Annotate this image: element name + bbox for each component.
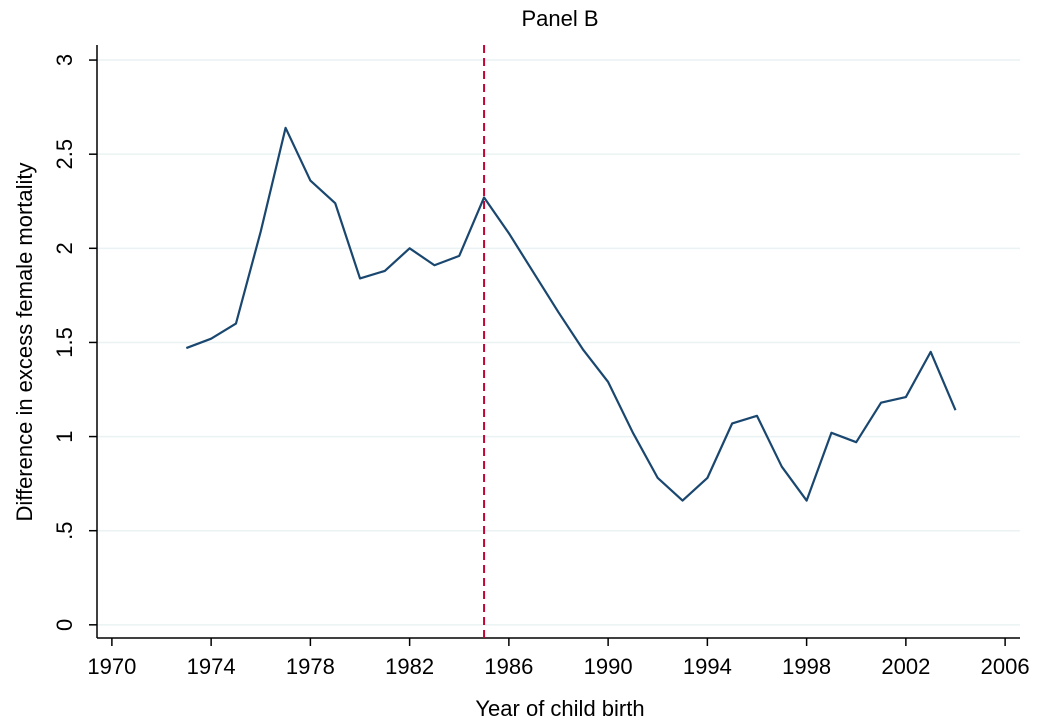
y-tick-label: 3 xyxy=(52,54,77,66)
x-tick-label: 2002 xyxy=(881,654,930,679)
x-tick-label: 1994 xyxy=(683,654,732,679)
y-tick-label: 1.5 xyxy=(52,327,77,358)
y-tick-label: 0 xyxy=(52,619,77,631)
chart-title: Panel B xyxy=(521,6,598,31)
x-tick-label: 1978 xyxy=(286,654,335,679)
x-tick-label: 1974 xyxy=(187,654,236,679)
x-axis-title: Year of child birth xyxy=(475,696,644,721)
x-tick-label: 1982 xyxy=(385,654,434,679)
y-tick-label: 2.5 xyxy=(52,139,77,170)
y-tick-label: .5 xyxy=(52,522,77,540)
x-tick-label: 1998 xyxy=(782,654,831,679)
x-tick-label: 2006 xyxy=(981,654,1030,679)
y-axis-title: Difference in excess female mortality xyxy=(12,162,37,521)
x-tick-label: 1986 xyxy=(484,654,533,679)
x-tick-label: 1970 xyxy=(87,654,136,679)
data-line xyxy=(185,126,957,502)
y-tick-label: 1 xyxy=(52,430,77,442)
x-tick-label: 1990 xyxy=(584,654,633,679)
y-tick-label: 2 xyxy=(52,242,77,254)
